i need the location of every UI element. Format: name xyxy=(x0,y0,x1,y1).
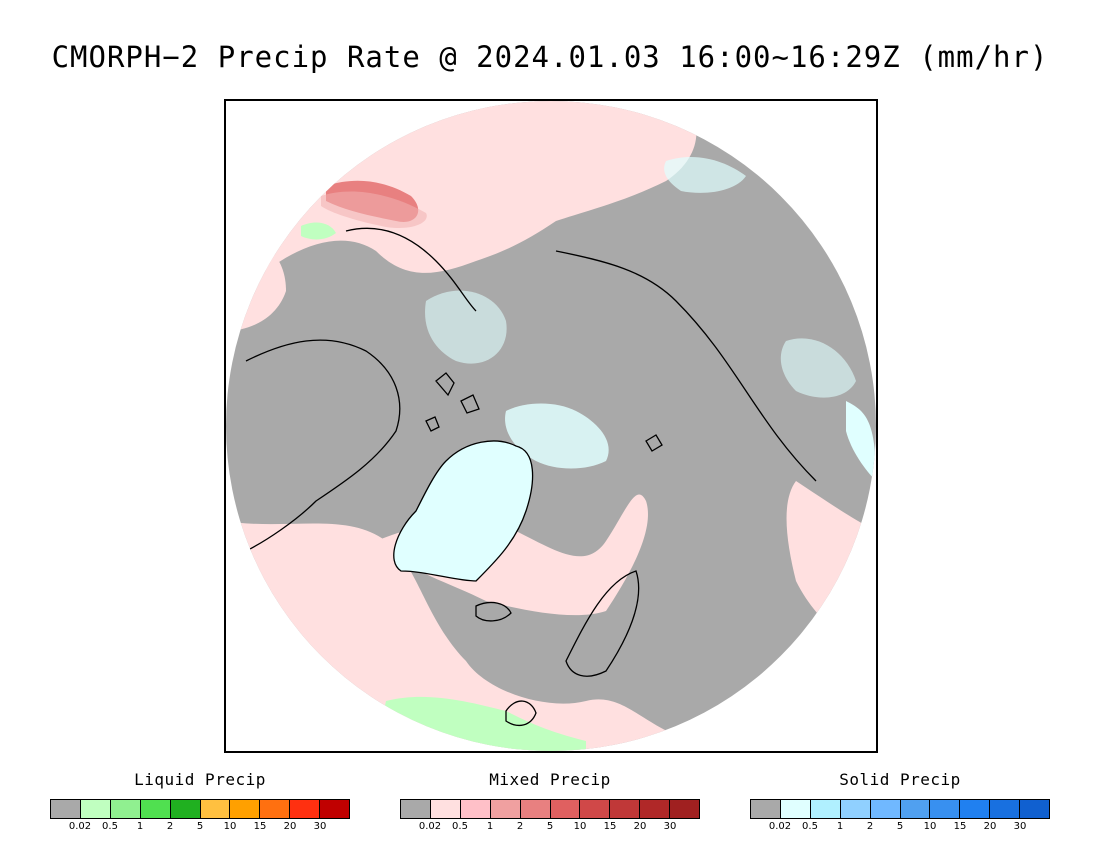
solid-precip-greenland xyxy=(393,441,533,581)
legend-tick-label: 15 xyxy=(603,821,617,832)
legend-tick-label: 1 xyxy=(486,821,494,832)
legend-tick-label: 10 xyxy=(573,821,587,832)
uk-coast xyxy=(505,700,537,727)
legend-tick-label: 10 xyxy=(923,821,937,832)
legend-tick-label: 0.5 xyxy=(802,821,818,832)
legend-swatch xyxy=(550,800,581,818)
legend-swatch xyxy=(430,800,461,818)
legend-tick-label: 20 xyxy=(283,821,297,832)
legend-swatch xyxy=(870,800,901,818)
legend-ticks-liquid: 0.02 0.5 1 2 5 10 15 20 30 xyxy=(50,819,350,833)
solid-precip-north-rim xyxy=(664,156,746,193)
legend-tick-label: 15 xyxy=(253,821,267,832)
legend-swatch xyxy=(51,800,81,818)
scandinavia-coast xyxy=(565,570,640,677)
legend-tick-label: 2 xyxy=(516,821,524,832)
legend-swatches-solid xyxy=(750,799,1050,819)
legend-swatch xyxy=(1020,800,1050,818)
solid-precip-siberia xyxy=(780,338,856,398)
legend-swatch xyxy=(580,800,611,818)
arctic-islands xyxy=(425,372,663,452)
legend-tick-label: 5 xyxy=(196,821,204,832)
polar-precip-map xyxy=(226,101,876,751)
legend-swatch xyxy=(990,800,1021,818)
legend-tick-label: 2 xyxy=(166,821,174,832)
legend-swatch xyxy=(230,800,261,818)
legend-swatch xyxy=(751,800,781,818)
legend-swatch xyxy=(810,800,841,818)
legend-tick-label: 30 xyxy=(313,821,327,832)
legend-tick-label: 30 xyxy=(663,821,677,832)
legend-swatch xyxy=(960,800,991,818)
legend-swatch xyxy=(670,800,700,818)
legend-swatch xyxy=(260,800,291,818)
legend-swatch xyxy=(170,800,201,818)
legend-swatch xyxy=(930,800,961,818)
legend-tick-label: 0.5 xyxy=(102,821,118,832)
greenland-coast xyxy=(393,440,534,582)
solid-precip-canada xyxy=(425,290,507,364)
legend-tick-label: 1 xyxy=(836,821,844,832)
legend-title-liquid: Liquid Precip xyxy=(134,770,266,789)
legend-tick-label: 0.02 xyxy=(418,821,442,832)
legend-ticks-mixed: 0.02 0.5 1 2 5 10 15 20 30 xyxy=(400,819,700,833)
legend-liquid: Liquid Precip 0.02 0.5 1 2 5 10 15 20 30 xyxy=(50,770,350,833)
solid-precip-east-rim xyxy=(846,401,876,481)
legend-mixed: Mixed Precip 0.02 0.5 1 2 5 10 15 20 30 xyxy=(400,770,700,833)
legend-swatch xyxy=(401,800,431,818)
alaska-coast xyxy=(345,227,477,312)
legend-tick-label: 2 xyxy=(866,821,874,832)
legend-title-solid: Solid Precip xyxy=(839,770,961,789)
legend-swatch xyxy=(80,800,111,818)
mixed-precip-region-south xyxy=(226,521,876,751)
legend-tick-label: 15 xyxy=(953,821,967,832)
map-title: CMORPH−2 Precip Rate @ 2024.01.03 16:00~… xyxy=(51,40,1049,74)
legend-tick-label: 20 xyxy=(983,821,997,832)
legend-swatches-mixed xyxy=(400,799,700,819)
legend-swatch xyxy=(780,800,811,818)
legend-swatches-liquid xyxy=(50,799,350,819)
legend-tick-label: 0.02 xyxy=(768,821,792,832)
legend-swatch xyxy=(640,800,671,818)
legend-tick-label: 5 xyxy=(896,821,904,832)
legend-tick-label: 30 xyxy=(1013,821,1027,832)
legend-tick-label: 1 xyxy=(136,821,144,832)
coastlines xyxy=(245,227,817,727)
legend-swatch xyxy=(110,800,141,818)
legend-tick-label: 5 xyxy=(546,821,554,832)
legend-swatch xyxy=(490,800,521,818)
legend-swatch xyxy=(200,800,231,818)
legend-swatch xyxy=(320,800,350,818)
siberia-coast xyxy=(555,250,817,482)
legend-swatch xyxy=(900,800,931,818)
legend-tick-label: 20 xyxy=(633,821,647,832)
solid-precip-arctic-central xyxy=(505,403,609,469)
legend-tick-label: 10 xyxy=(223,821,237,832)
iceland-coast xyxy=(475,601,512,622)
legend-swatch xyxy=(460,800,491,818)
legend-tick-label: 0.5 xyxy=(452,821,468,832)
legend-ticks-solid: 0.02 0.5 1 2 5 10 15 20 30 xyxy=(750,819,1050,833)
legend-title-mixed: Mixed Precip xyxy=(489,770,611,789)
legend-swatch xyxy=(290,800,321,818)
map-frame xyxy=(224,99,878,753)
legend-tick-label: 0.02 xyxy=(68,821,92,832)
legend-solid: Solid Precip 0.02 0.5 1 2 5 10 15 20 30 xyxy=(750,770,1050,833)
legend-swatch xyxy=(140,800,171,818)
legend-swatch xyxy=(840,800,871,818)
legend-swatch xyxy=(610,800,641,818)
canada-coast xyxy=(245,339,401,552)
mixed-precip-moderate xyxy=(321,191,427,229)
legend-swatch xyxy=(520,800,551,818)
liquid-precip-northwest xyxy=(301,222,336,240)
